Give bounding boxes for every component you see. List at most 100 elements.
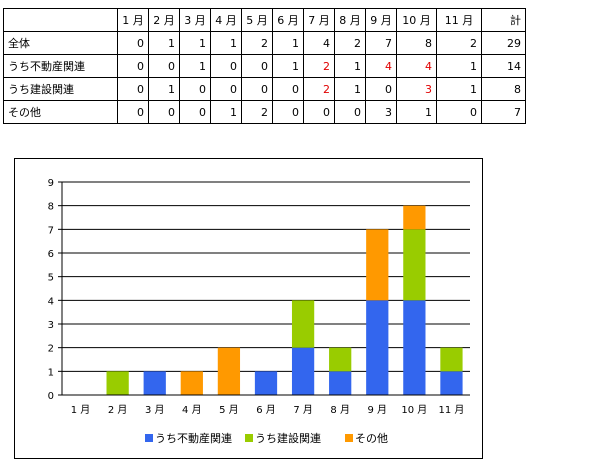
table-cell: 0 — [272, 77, 304, 101]
y-tick-label: 6 — [48, 249, 54, 260]
stacked-bar-chart: 0 1 2 3 4 5 6 7 8 9 1 月 2 月 3 月 4 月 5 月 6 月 7 月 8 月 9 月 10 … — [48, 178, 470, 445]
table-row: うち不動産関連 0 0 1 0 0 1 2 1 4 4 1 14 — [3, 54, 526, 78]
table-cell: 0 — [365, 77, 397, 101]
table-cell: 0 — [436, 100, 482, 124]
legend-label: その他 — [355, 432, 388, 445]
table-cell: 0 — [179, 100, 211, 124]
y-tick-label: 0 — [48, 391, 54, 402]
bar-segment — [106, 371, 129, 395]
table-header-cell: 9 月 — [365, 8, 397, 32]
table-cell: 1 — [179, 31, 211, 55]
table-cell: 0 — [148, 100, 180, 124]
y-tick-label: 8 — [48, 202, 54, 213]
legend-swatch — [345, 434, 353, 442]
y-tick-label: 2 — [48, 344, 54, 355]
table-header-cell: 4 月 — [210, 8, 242, 32]
table-cell: 7 — [365, 31, 397, 55]
table-cell: 0 — [148, 54, 180, 78]
x-tick-label: 8 月 — [330, 404, 350, 416]
table-cell: 1 — [272, 54, 304, 78]
legend-swatch — [145, 434, 153, 442]
table-cell: 0 — [334, 100, 366, 124]
table-cell: 2 — [241, 31, 273, 55]
table-cell: 2 — [241, 100, 273, 124]
table-header-cell: 8 月 — [334, 8, 366, 32]
bar-segment — [291, 347, 315, 395]
bar-segment — [403, 229, 426, 301]
table-header-cell: 5 月 — [241, 8, 273, 32]
table-cell: 1 — [396, 100, 437, 124]
bar-segment — [366, 300, 389, 395]
table-header-cell: 3 月 — [179, 8, 211, 32]
x-tick-label: 3 月 — [145, 404, 165, 416]
x-tick-label: 9 月 — [367, 404, 387, 416]
table-cell: 1 — [436, 77, 482, 101]
table-cell: 8 — [396, 31, 437, 55]
table-header-cell: 7 月 — [303, 8, 335, 32]
table-cell: 0 — [210, 54, 242, 78]
y-tick-label: 1 — [48, 367, 54, 378]
table-cell: 1 — [148, 31, 180, 55]
row-label: うち建設関連 — [3, 77, 118, 101]
legend-swatch — [245, 434, 253, 442]
table-header-cell: 2 月 — [148, 8, 180, 32]
bar-segment — [217, 347, 241, 395]
table-cell: 1 — [272, 31, 304, 55]
bar-segment — [403, 205, 426, 230]
y-tick-label: 3 — [48, 320, 54, 331]
table-cell: 0 — [117, 54, 149, 78]
table-cell: 1 — [148, 77, 180, 101]
x-tick-label: 7 月 — [293, 404, 313, 416]
x-tick-label: 6 月 — [256, 404, 276, 416]
table-cell: 3 — [365, 100, 397, 124]
y-tick-label: 9 — [48, 178, 54, 189]
table-corner-cell — [3, 8, 118, 32]
x-tick-label: 2 月 — [108, 404, 128, 416]
x-tick-label: 10 月 — [401, 404, 427, 416]
bar-segment — [440, 347, 463, 372]
bar-segment — [254, 371, 278, 395]
table-cell: 1 — [334, 54, 366, 78]
table-cell: 0 — [117, 77, 149, 101]
table-header-cell: 1 月 — [117, 8, 149, 32]
table-cell: 4 — [365, 54, 397, 78]
bar-segment — [403, 300, 426, 395]
table-cell: 3 — [396, 77, 437, 101]
row-label: 全体 — [3, 31, 118, 55]
table-cell: 2 — [334, 31, 366, 55]
bar-segment — [329, 347, 352, 372]
bar-segment — [440, 371, 463, 395]
table-cell: 1 — [210, 31, 242, 55]
table-cell: 2 — [303, 77, 335, 101]
bar-segment — [180, 371, 203, 395]
bar-segment — [291, 300, 315, 348]
bar-segment — [366, 229, 389, 301]
table-cell: 1 — [436, 54, 482, 78]
chart-frame: 0 1 2 3 4 5 6 7 8 9 1 月 2 月 3 月 4 月 5 月 6 月 7 月 8 月 9 月 10 … — [14, 158, 483, 459]
x-tick-label: 5 月 — [219, 404, 239, 416]
bar-segment — [143, 371, 166, 395]
row-label: うち不動産関連 — [3, 54, 118, 78]
table-header-cell: 10 月 — [396, 8, 437, 32]
y-tick-label: 7 — [48, 225, 54, 236]
table-cell: 4 — [396, 54, 437, 78]
table-row: その他 0 0 0 1 2 0 0 0 3 1 0 7 — [3, 100, 526, 124]
row-label: その他 — [3, 100, 118, 124]
y-tick-label: 5 — [48, 273, 54, 284]
table-header-cell: 計 — [481, 8, 526, 32]
table-cell: 0 — [117, 31, 149, 55]
table-row: 全体 0 1 1 1 2 1 4 2 7 8 2 29 — [3, 31, 526, 55]
table-cell: 8 — [481, 77, 526, 101]
table-cell: 0 — [241, 54, 273, 78]
bar-segment — [329, 371, 352, 395]
x-tick-label: 1 月 — [71, 404, 91, 416]
table-cell: 2 — [303, 54, 335, 78]
table-cell: 0 — [210, 77, 242, 101]
table-cell: 7 — [481, 100, 526, 124]
legend-label: うち建設関連 — [255, 431, 321, 445]
table-cell: 4 — [303, 31, 335, 55]
x-tick-label: 11 月 — [439, 404, 465, 416]
y-tick-label: 4 — [48, 296, 54, 307]
